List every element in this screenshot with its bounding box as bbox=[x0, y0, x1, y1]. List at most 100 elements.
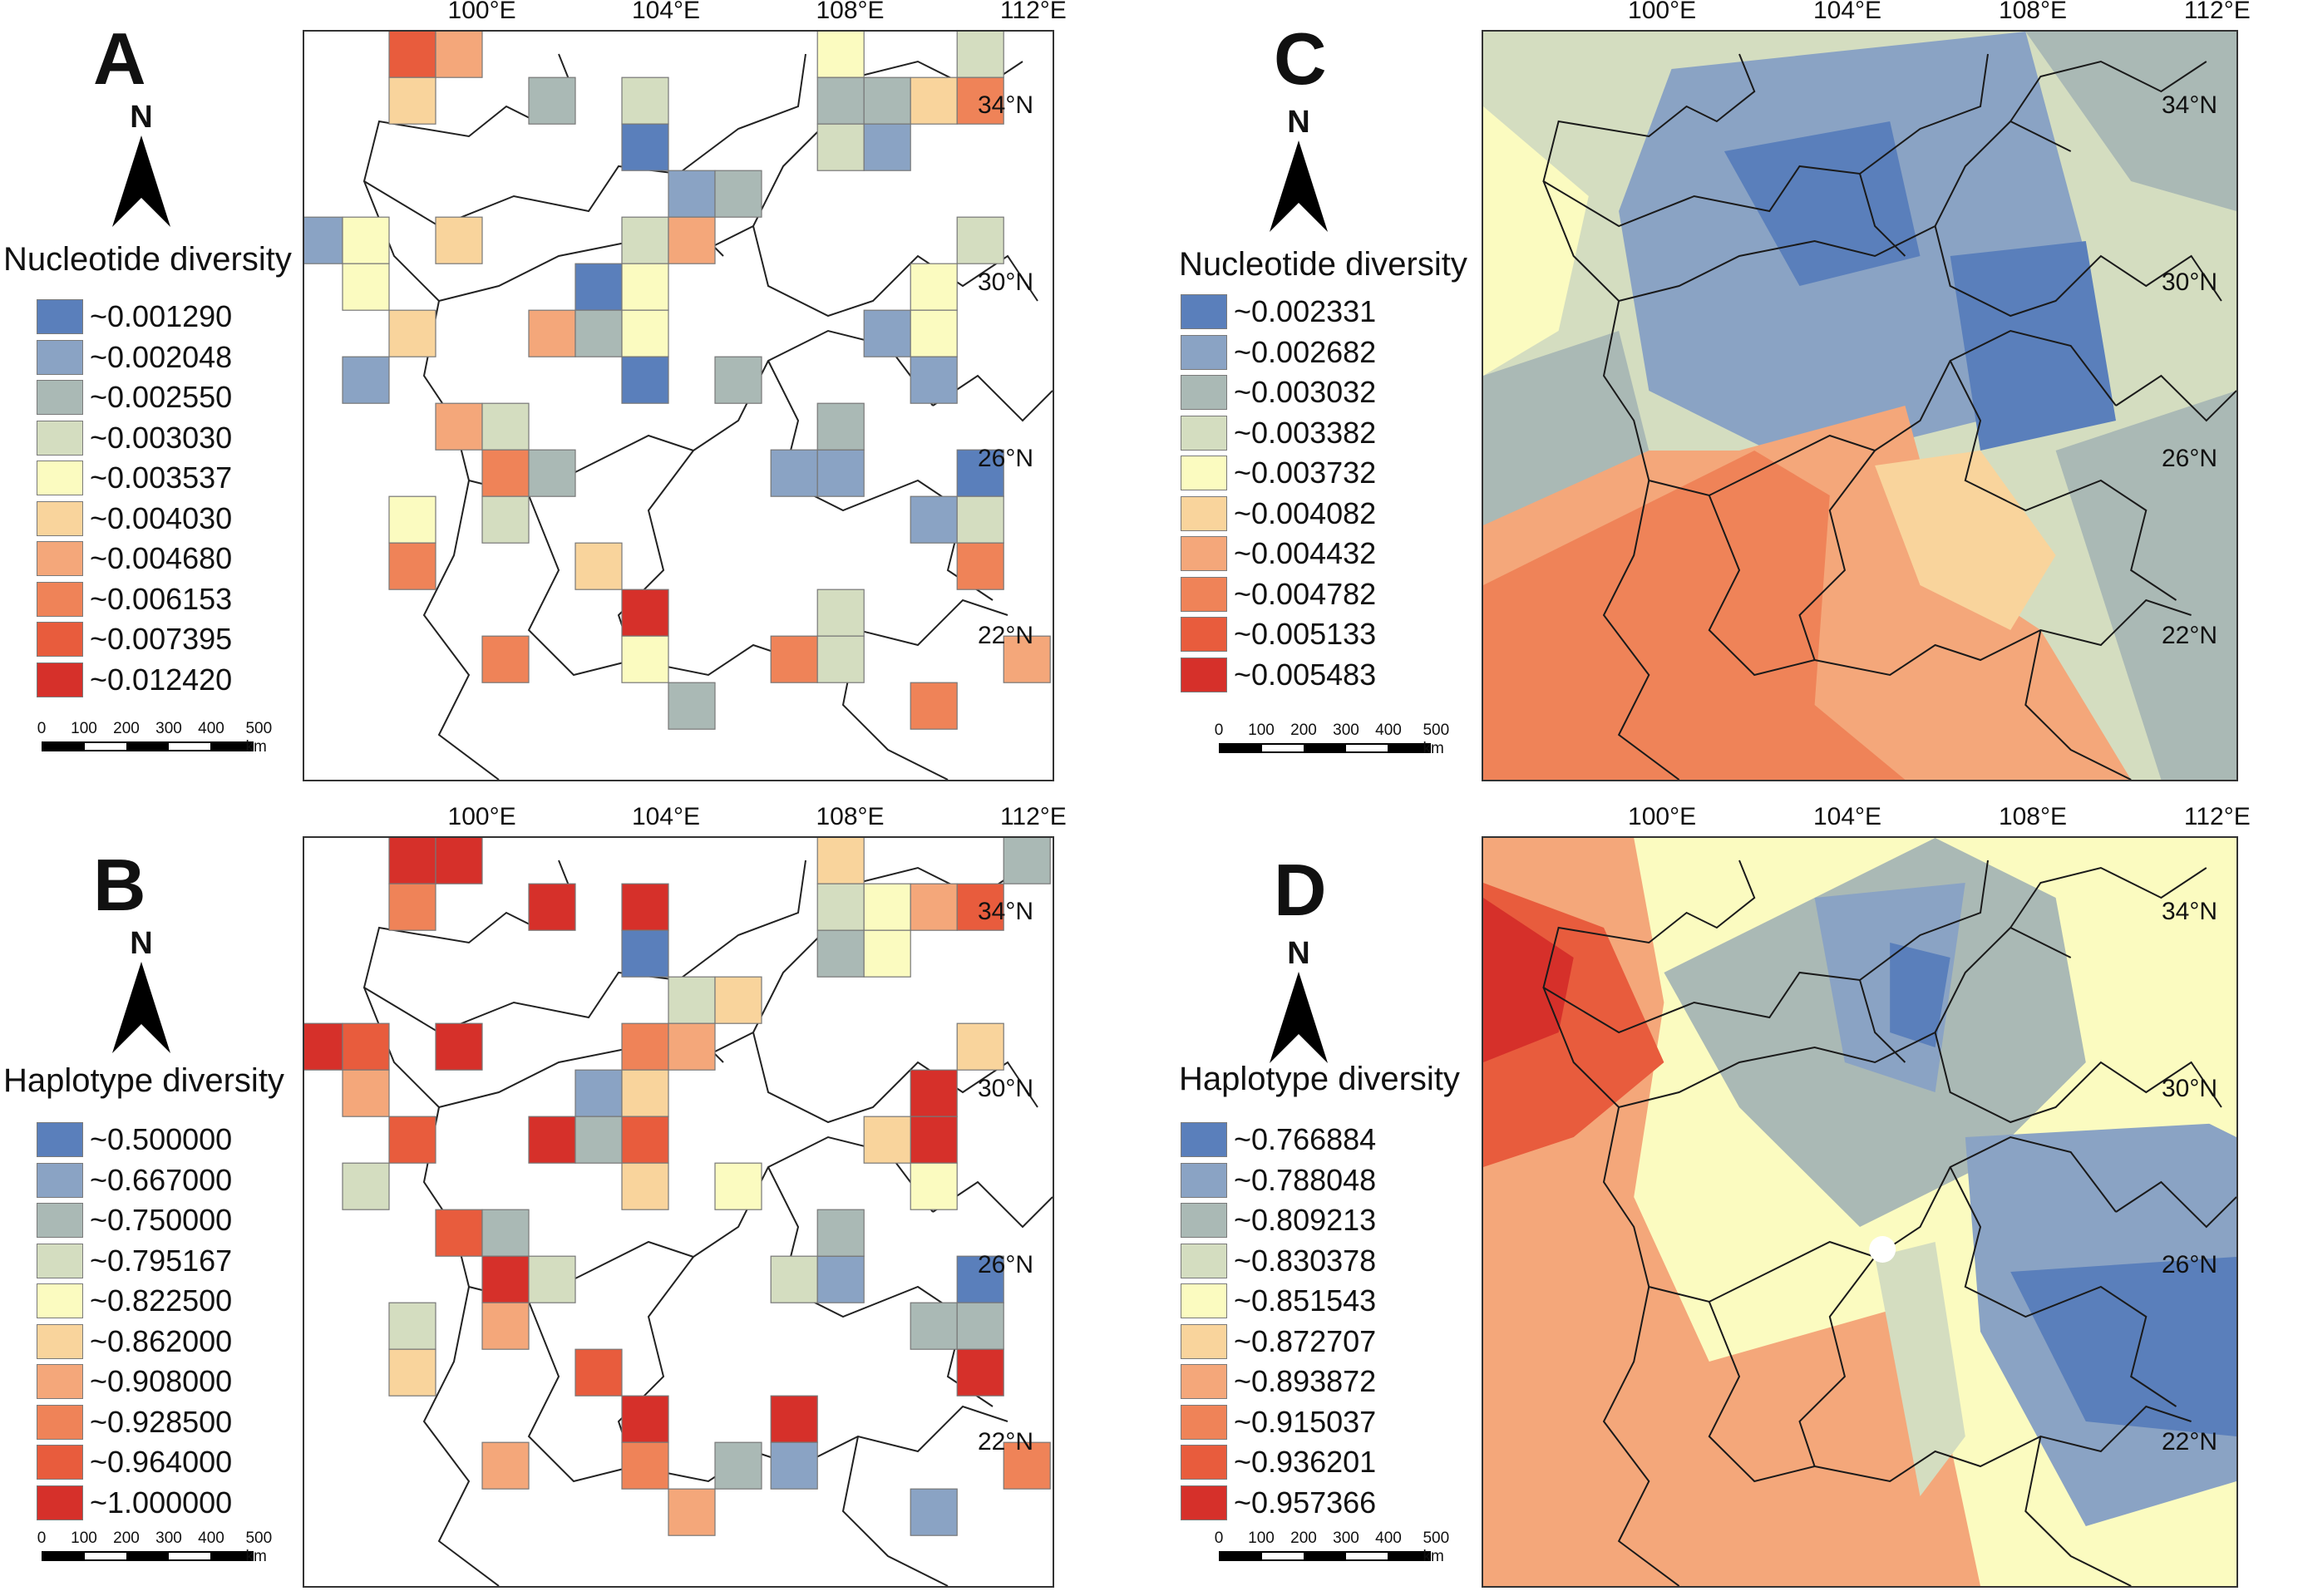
legend-swatch bbox=[37, 622, 83, 657]
legend-item: ~0.788048 bbox=[1181, 1162, 1377, 1198]
grid-cell bbox=[388, 1302, 436, 1350]
north-arrow-icon: N bbox=[108, 926, 175, 1057]
legend-label: ~0.004680 bbox=[90, 541, 233, 575]
grid-cell bbox=[816, 929, 865, 978]
legend-label: ~0.004082 bbox=[1234, 495, 1377, 530]
grid-cell bbox=[668, 1022, 716, 1071]
legend-swatch bbox=[1181, 1364, 1227, 1399]
longitude-label: 100°E bbox=[1628, 803, 1697, 830]
no-data-point bbox=[1869, 1236, 1896, 1263]
legend-swatch bbox=[37, 1323, 83, 1359]
legend-label: ~0.003032 bbox=[1234, 375, 1377, 409]
legend-item: ~0.002682 bbox=[1181, 334, 1376, 370]
longitude-label: 100°E bbox=[447, 803, 516, 830]
grid-cell bbox=[770, 635, 818, 683]
legend-item: ~0.012420 bbox=[37, 662, 233, 697]
grid-cell bbox=[388, 76, 436, 125]
legend-label: ~0.004432 bbox=[1234, 536, 1377, 570]
longitude-label: 108°E bbox=[1998, 0, 2067, 24]
grid-cell bbox=[910, 1488, 958, 1536]
grid-cell bbox=[816, 1255, 865, 1303]
grid-cell bbox=[770, 449, 818, 497]
legend-swatch bbox=[37, 662, 83, 697]
grid-cell bbox=[342, 216, 390, 264]
legend-swatch bbox=[37, 1203, 83, 1238]
latitude-label: 26°N bbox=[978, 445, 1034, 473]
scale-tick-label: 400 bbox=[1375, 722, 1402, 739]
grid-cell bbox=[621, 216, 669, 264]
legend-item: ~0.936201 bbox=[1181, 1445, 1376, 1480]
grid-cell bbox=[388, 883, 436, 931]
scale-tick-label: 100 bbox=[1248, 1530, 1275, 1547]
longitude-label: 112°E bbox=[2183, 0, 2251, 24]
grid-cell bbox=[910, 1302, 958, 1350]
legend-item: ~0.004030 bbox=[37, 500, 233, 536]
grid-cell bbox=[388, 32, 436, 78]
legend-label: ~0.002048 bbox=[90, 339, 233, 374]
legend-label: ~0.004030 bbox=[90, 500, 233, 535]
legend-swatch bbox=[37, 299, 83, 334]
grid-cell bbox=[435, 216, 483, 264]
legend-label: ~0.003030 bbox=[90, 420, 233, 455]
latitude-label: 22°N bbox=[978, 1427, 1034, 1456]
scale-tick-label: 100 bbox=[71, 1530, 97, 1547]
longitude-label: 108°E bbox=[816, 803, 885, 830]
legend-swatch bbox=[37, 339, 83, 375]
longitude-label: 108°E bbox=[1998, 803, 2067, 830]
grid-cell bbox=[621, 356, 669, 404]
grid-cell bbox=[481, 635, 530, 683]
diversity-region bbox=[1875, 451, 2056, 630]
legend-swatch bbox=[1181, 1283, 1227, 1318]
grid-cell bbox=[910, 495, 958, 544]
legend-swatch bbox=[37, 541, 83, 576]
scale-tick-label: 300 bbox=[1333, 722, 1359, 739]
grid-cell bbox=[668, 216, 716, 264]
scale-tick-label: 400 bbox=[198, 1530, 224, 1547]
legend-label: ~0.012420 bbox=[90, 662, 233, 697]
legend-swatch bbox=[37, 1283, 83, 1318]
grid-cell bbox=[528, 883, 576, 931]
legend-label: ~0.788048 bbox=[1234, 1162, 1377, 1197]
grid-cell bbox=[956, 1302, 1004, 1350]
grid-cell bbox=[668, 976, 716, 1024]
legend-item: ~0.003537 bbox=[37, 461, 232, 495]
legend-label: ~0.003537 bbox=[90, 461, 233, 495]
grid-cell bbox=[863, 76, 911, 125]
legend-label: ~0.007395 bbox=[90, 622, 233, 656]
grid-cell bbox=[956, 1022, 1004, 1071]
diversity-region bbox=[2010, 1257, 2236, 1436]
grid-cell bbox=[342, 263, 390, 311]
grid-cell bbox=[621, 1069, 669, 1117]
grid-cell bbox=[714, 1162, 762, 1210]
north-label: N bbox=[130, 100, 153, 135]
legend-swatch bbox=[37, 1485, 83, 1520]
north-arrow-icon: N bbox=[1265, 105, 1332, 236]
legend-item: ~0.851543 bbox=[1181, 1283, 1376, 1318]
scale-tick-label: 300 bbox=[1333, 1530, 1359, 1547]
scale-bar: 0 100 200 300 400 500 km bbox=[37, 1530, 272, 1565]
grid-cell bbox=[714, 170, 762, 218]
legend-label: ~0.928500 bbox=[90, 1404, 233, 1439]
scale-tick-label: 400 bbox=[1375, 1530, 1402, 1547]
grid-cell bbox=[621, 1441, 669, 1490]
grid-cell bbox=[388, 495, 436, 544]
diversity-region bbox=[1483, 331, 1650, 525]
latitude-label: 22°N bbox=[2162, 621, 2218, 649]
longitude-label: 100°E bbox=[447, 0, 516, 24]
grid-cell bbox=[481, 1209, 530, 1257]
diversity-region bbox=[1483, 106, 1589, 376]
legend-item: ~0.750000 bbox=[37, 1203, 232, 1238]
legend-item: ~0.908000 bbox=[37, 1364, 232, 1399]
grid-cell bbox=[1003, 635, 1051, 683]
scale-tick-label: 200 bbox=[113, 720, 140, 737]
legend-item: ~0.002550 bbox=[37, 380, 232, 415]
scale-tick-label: 300 bbox=[155, 1530, 182, 1547]
north-arrow-icon: N bbox=[1265, 936, 1332, 1067]
grid-cell bbox=[714, 976, 762, 1024]
legend-item: ~0.830378 bbox=[1181, 1243, 1376, 1278]
legend-swatch bbox=[1181, 415, 1227, 451]
grid-cell bbox=[910, 1116, 958, 1164]
legend-item: ~0.003382 bbox=[1181, 415, 1376, 451]
longitude-label: 104°E bbox=[1813, 0, 1882, 24]
legend-item: ~0.872707 bbox=[1181, 1323, 1376, 1359]
